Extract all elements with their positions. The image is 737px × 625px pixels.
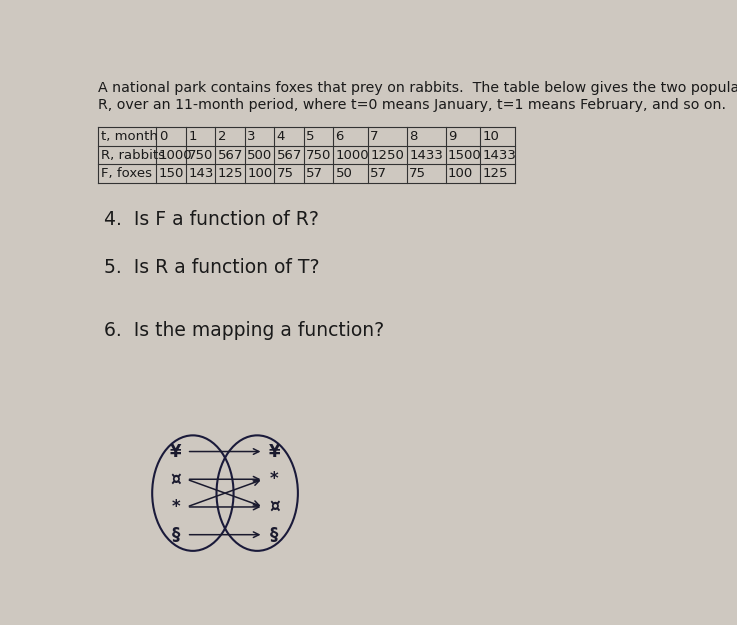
Text: 8: 8 — [409, 130, 417, 143]
Text: 0: 0 — [158, 130, 167, 143]
Text: 5.  Is R a function of T?: 5. Is R a function of T? — [104, 258, 319, 278]
Text: 150: 150 — [158, 167, 184, 180]
Text: ¥: ¥ — [170, 442, 181, 461]
Text: 750: 750 — [306, 149, 332, 162]
Text: 567: 567 — [217, 149, 243, 162]
Text: 500: 500 — [247, 149, 273, 162]
Text: *: * — [172, 498, 180, 516]
Text: 567: 567 — [276, 149, 302, 162]
Text: 4.  Is F a function of R?: 4. Is F a function of R? — [104, 210, 318, 229]
Text: 75: 75 — [276, 167, 293, 180]
Text: 6.  Is the mapping a function?: 6. Is the mapping a function? — [104, 321, 384, 341]
Text: 750: 750 — [188, 149, 214, 162]
Text: 1250: 1250 — [371, 149, 404, 162]
Text: 50: 50 — [335, 167, 352, 180]
Text: §: § — [172, 526, 180, 544]
Text: 4: 4 — [276, 130, 285, 143]
Text: 125: 125 — [217, 167, 243, 180]
Text: *: * — [270, 470, 279, 488]
Text: A national park contains foxes that prey on rabbits.  The table below gives the : A national park contains foxes that prey… — [98, 81, 737, 95]
Text: 143: 143 — [188, 167, 214, 180]
Text: 10: 10 — [483, 130, 500, 143]
Text: 1: 1 — [188, 130, 197, 143]
Text: 1000: 1000 — [158, 149, 192, 162]
Text: t, month: t, month — [101, 130, 158, 143]
Text: F, foxes: F, foxes — [101, 167, 152, 180]
Text: 1433: 1433 — [483, 149, 517, 162]
Text: 57: 57 — [306, 167, 323, 180]
Text: 1433: 1433 — [409, 149, 443, 162]
Text: 9: 9 — [448, 130, 456, 143]
Text: R, rabbits: R, rabbits — [101, 149, 164, 162]
Text: 3: 3 — [247, 130, 256, 143]
Text: ¤: ¤ — [269, 498, 279, 516]
Text: 100: 100 — [247, 167, 273, 180]
Text: 7: 7 — [371, 130, 379, 143]
Text: 6: 6 — [335, 130, 344, 143]
Text: §: § — [270, 526, 279, 544]
Text: 1000: 1000 — [335, 149, 369, 162]
Text: R, over an 11-month period, where t=0 means January, t=1 means February, and so : R, over an 11-month period, where t=0 me… — [98, 98, 727, 112]
Text: 57: 57 — [371, 167, 388, 180]
Text: ¤: ¤ — [170, 470, 181, 488]
Text: 75: 75 — [409, 167, 426, 180]
Text: ¥: ¥ — [268, 442, 280, 461]
Text: 100: 100 — [448, 167, 473, 180]
Text: 125: 125 — [483, 167, 509, 180]
Text: 5: 5 — [306, 130, 315, 143]
Text: 1500: 1500 — [448, 149, 481, 162]
Text: 2: 2 — [217, 130, 226, 143]
